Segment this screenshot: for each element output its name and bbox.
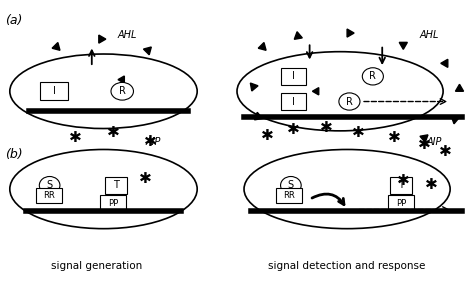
FancyBboxPatch shape <box>40 82 68 100</box>
Text: signal generation: signal generation <box>51 261 142 271</box>
Text: (b): (b) <box>5 148 23 161</box>
FancyBboxPatch shape <box>281 68 306 85</box>
Text: R: R <box>369 71 376 81</box>
Text: RR: RR <box>283 191 295 200</box>
FancyBboxPatch shape <box>388 195 414 211</box>
Ellipse shape <box>39 176 60 194</box>
Ellipse shape <box>111 82 134 100</box>
Text: AHL: AHL <box>419 30 439 40</box>
Text: R: R <box>346 97 353 107</box>
Text: ✱: ✱ <box>439 144 452 159</box>
Text: signal detection and response: signal detection and response <box>268 261 426 271</box>
Text: PP: PP <box>108 199 118 207</box>
FancyBboxPatch shape <box>281 93 306 110</box>
Text: T: T <box>398 180 404 190</box>
Text: ✱: ✱ <box>425 177 438 192</box>
Ellipse shape <box>362 68 383 85</box>
Text: R: R <box>119 86 126 96</box>
Text: I: I <box>292 97 295 107</box>
Text: I: I <box>53 86 56 96</box>
Text: PP: PP <box>396 199 406 207</box>
Text: ✱: ✱ <box>139 171 152 186</box>
FancyBboxPatch shape <box>100 195 126 211</box>
Text: ✱: ✱ <box>144 134 157 149</box>
FancyBboxPatch shape <box>36 188 62 203</box>
Text: ✱: ✱ <box>319 120 332 135</box>
Text: ✱: ✱ <box>261 128 274 143</box>
Text: ✱: ✱ <box>287 122 300 137</box>
FancyBboxPatch shape <box>276 188 302 203</box>
Text: S: S <box>46 180 53 190</box>
FancyBboxPatch shape <box>105 177 127 194</box>
Text: (a): (a) <box>5 15 22 27</box>
Text: ✱: ✱ <box>418 137 431 152</box>
Text: ✱: ✱ <box>353 125 365 140</box>
FancyBboxPatch shape <box>390 177 412 194</box>
Text: AIP: AIP <box>427 137 442 146</box>
Ellipse shape <box>281 176 301 194</box>
Text: ✱: ✱ <box>388 130 401 145</box>
Text: RR: RR <box>43 191 55 200</box>
Ellipse shape <box>339 93 360 110</box>
Text: ✱: ✱ <box>397 173 410 188</box>
Text: ✱: ✱ <box>69 130 82 145</box>
Text: ✱: ✱ <box>107 125 119 140</box>
Text: I: I <box>292 71 295 81</box>
Text: T: T <box>113 180 119 190</box>
Text: AHL: AHL <box>118 30 137 40</box>
Text: S: S <box>288 180 294 190</box>
Text: AIP: AIP <box>146 137 161 146</box>
